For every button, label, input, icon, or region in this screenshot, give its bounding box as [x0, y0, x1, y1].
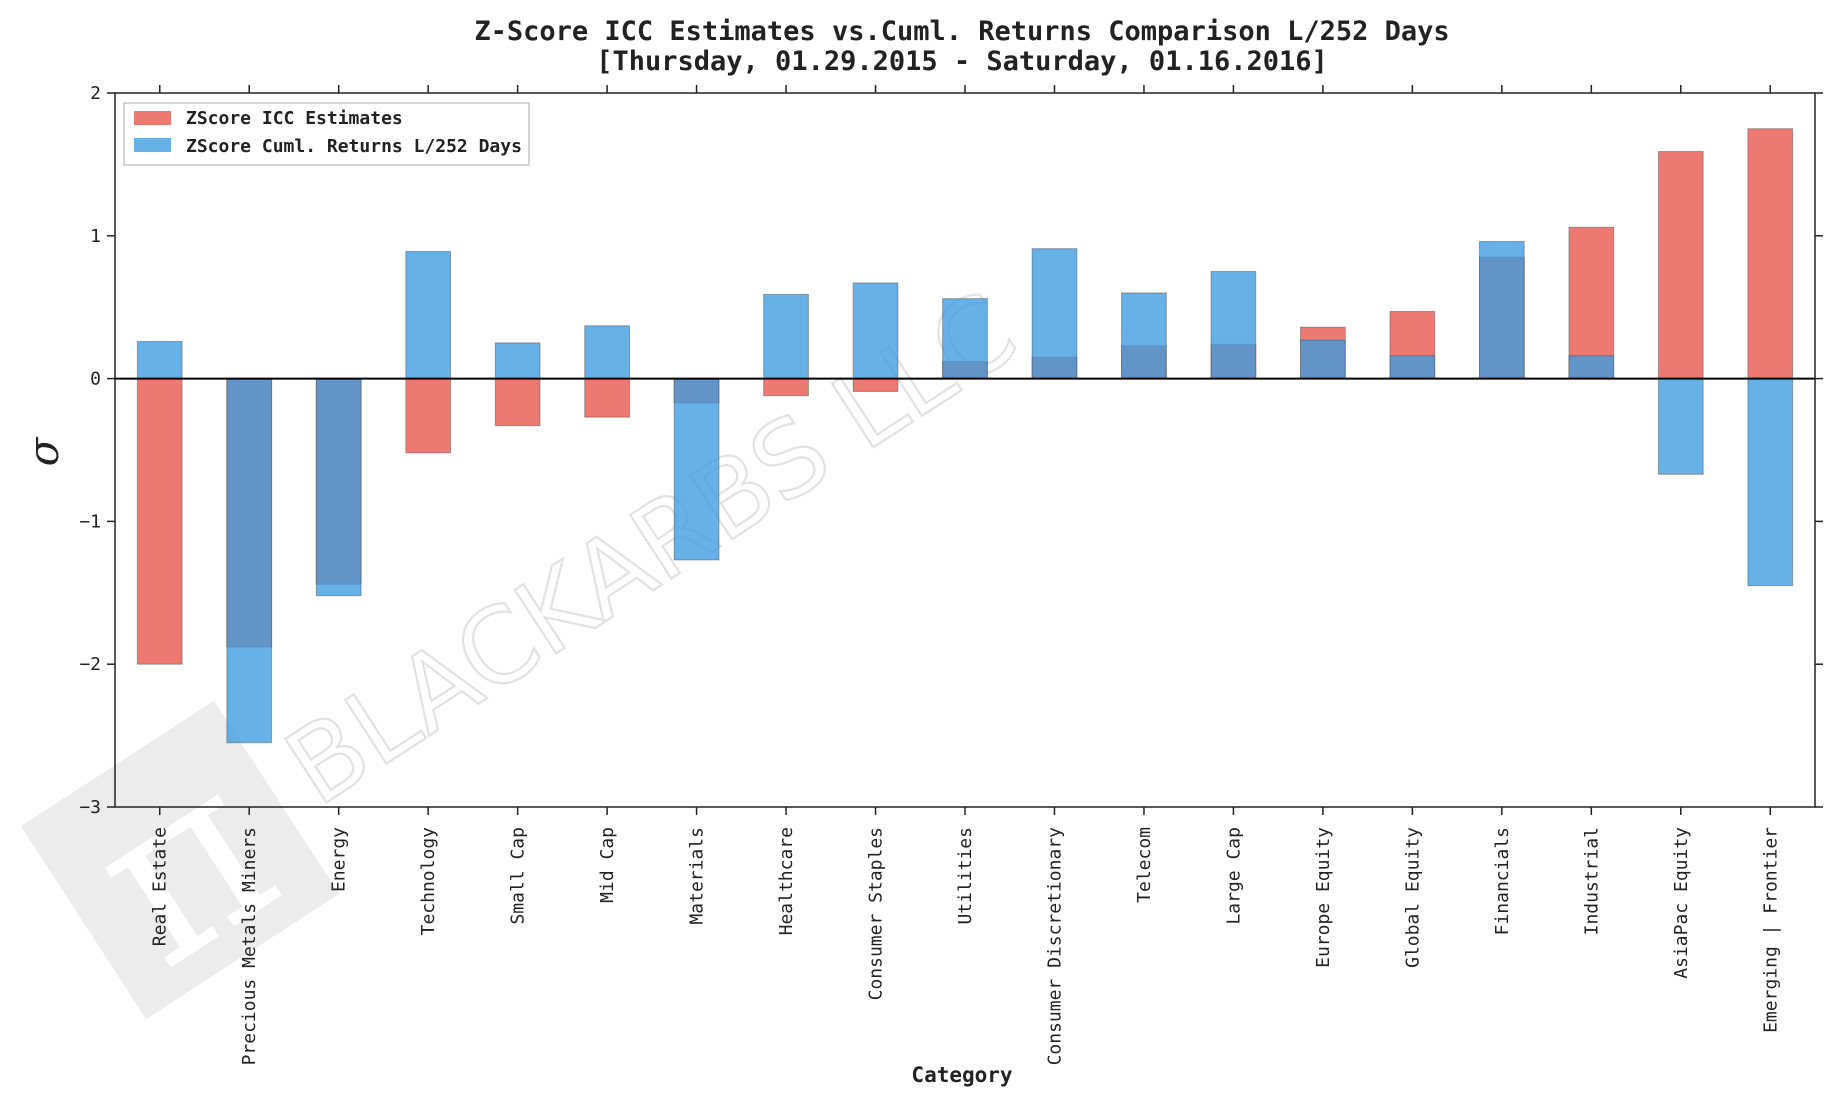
- bar: [852, 282, 899, 380]
- bar: [584, 378, 630, 418]
- bars-layer: [136, 128, 1794, 744]
- x-tick-label: Precious Metals Miners: [239, 827, 260, 1065]
- bar: [1121, 292, 1167, 380]
- x-tick-label: Global Equity: [1402, 827, 1423, 968]
- legend-box: [123, 102, 530, 166]
- y-tick-label: −1: [79, 511, 101, 532]
- bar: [942, 298, 988, 380]
- legend: ZScore ICC Estimates ZScore Cuml. Return…: [123, 102, 530, 166]
- bar: [763, 293, 809, 380]
- x-tick-label: Utilities: [955, 827, 976, 925]
- legend-swatch-returns: [134, 138, 171, 152]
- bar: [852, 378, 899, 392]
- legend-label-returns: ZScore Cuml. Returns L/252 Days: [186, 136, 522, 157]
- x-tick-label: Large Cap: [1223, 827, 1244, 925]
- x-tick-label: Emerging | Frontier: [1760, 827, 1781, 1033]
- bar: [1747, 378, 1794, 587]
- bar: [1031, 248, 1078, 380]
- bar: [405, 251, 452, 380]
- bar: [494, 378, 541, 427]
- bar: [584, 325, 630, 380]
- y-axis: 2 1 0 −1 −2 −3: [79, 83, 1823, 818]
- bar: [1478, 241, 1525, 380]
- x-tick-label: AsiaPac Equity: [1671, 827, 1692, 979]
- bar: [1389, 355, 1436, 380]
- x-tick-label: Real Estate: [150, 827, 171, 946]
- bar: [1657, 378, 1704, 475]
- chart-title: Z-Score ICC Estimates vs.Cuml. Returns C…: [474, 16, 1449, 47]
- x-axis: Real Estate Precious Metals Miners Energy T…: [150, 85, 1781, 1066]
- x-tick-label: Financials: [1492, 827, 1513, 935]
- x-tick-label: Mid Cap: [597, 827, 618, 903]
- bar: [1657, 151, 1704, 380]
- bar: [1747, 128, 1794, 380]
- bar: [673, 378, 720, 561]
- chart-subtitle: [Thursday, 01.29.2015 - Saturday, 01.16.…: [596, 46, 1328, 77]
- y-axis-label: σ: [19, 436, 68, 466]
- y-tick-label: 0: [90, 369, 101, 390]
- bar: [1568, 355, 1615, 380]
- y-tick-label: −3: [79, 797, 101, 818]
- x-tick-label: Industrial: [1581, 827, 1602, 935]
- bar: [1210, 271, 1257, 380]
- bar: [494, 342, 541, 380]
- y-tick-label: 1: [90, 226, 101, 247]
- x-tick-label: Consumer Discretionary: [1044, 827, 1065, 1066]
- x-tick-label: Europe Equity: [1313, 827, 1334, 968]
- legend-label-icc: ZScore ICC Estimates: [186, 108, 403, 129]
- bar: [136, 378, 183, 665]
- bar: [1568, 226, 1615, 380]
- bar: [226, 378, 273, 744]
- x-tick-label: Small Cap: [508, 827, 529, 925]
- bar: [763, 378, 809, 397]
- x-tick-label: Materials: [687, 827, 708, 925]
- watermark-logo-square: [20, 700, 340, 1020]
- x-tick-label: Telecom: [1134, 827, 1155, 903]
- y-tick-label: 2: [90, 83, 101, 104]
- x-tick-label: Consumer Staples: [866, 827, 887, 1000]
- x-tick-label: Energy: [329, 827, 350, 892]
- x-tick-label: Healthcare: [776, 827, 797, 935]
- y-tick-label: −2: [79, 654, 101, 675]
- bar: [1300, 339, 1346, 380]
- watermark-text: BLACKARBS LLC: [265, 269, 1036, 829]
- bar: [405, 378, 452, 454]
- bar: [136, 340, 183, 380]
- bar: [315, 378, 362, 597]
- legend-swatch-icc: [134, 111, 171, 125]
- x-tick-label: Technology: [418, 827, 439, 936]
- series-1: [136, 241, 1794, 744]
- x-axis-label: Category: [911, 1063, 1013, 1087]
